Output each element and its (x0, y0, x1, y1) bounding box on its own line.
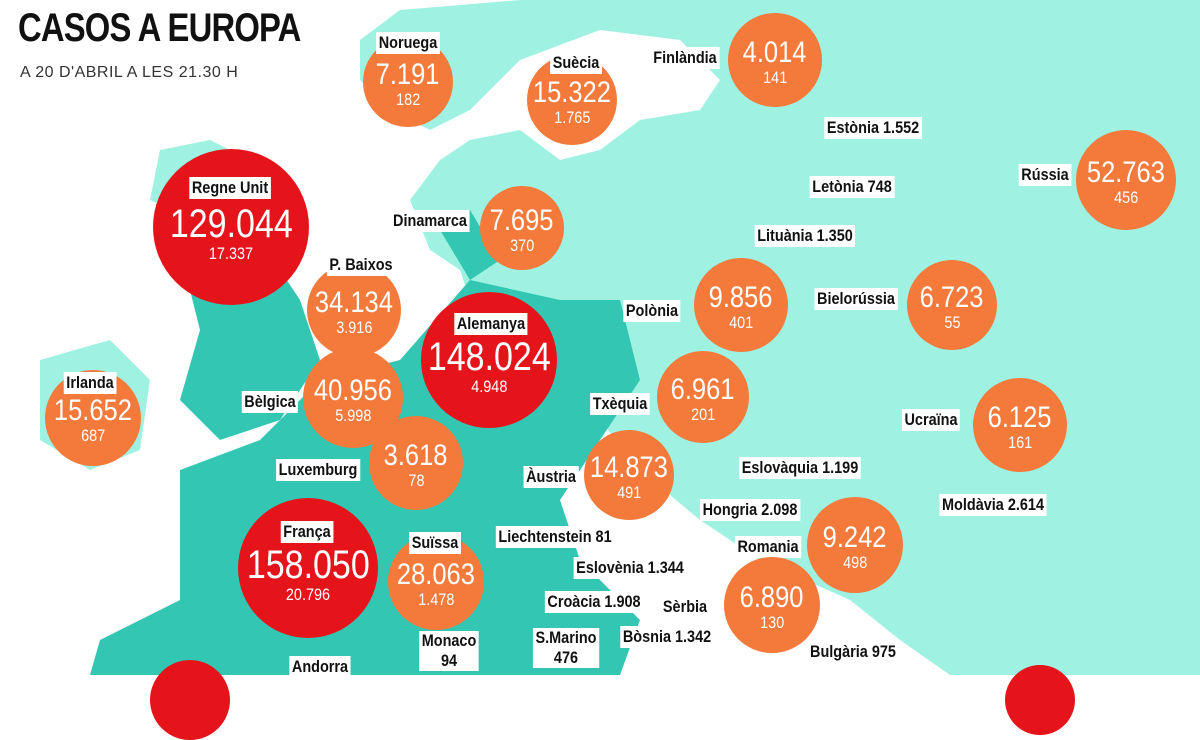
country-text-b-snia: Bòsnia 1.342 (620, 626, 714, 648)
country-text-cro-cia: Croàcia 1.908 (544, 591, 644, 613)
country-label-s-rbia: Sèrbia (660, 596, 710, 618)
circle-regne-unit: 129.044 17.337 (153, 149, 309, 305)
cases-value: 6.125 (988, 400, 1052, 434)
circle-fran-a: 158.050 20.796 (238, 498, 378, 638)
country-text-let-nia: Letònia 748 (809, 176, 895, 198)
country-label-alemanya: Alemanya (454, 313, 528, 335)
country-text-hongria: Hongria 2.098 (700, 499, 800, 521)
circle-su-cia: 15.322 1.765 (527, 55, 617, 145)
circle-r-ssia: 52.763 456 (1076, 130, 1176, 230)
cases-value: 15.652 (53, 393, 132, 427)
cases-value: 7.695 (490, 203, 554, 237)
circle-pol-nia: 9.856 401 (694, 258, 788, 352)
cases-value: 9.856 (709, 280, 773, 314)
country-label-romania: Romania (734, 536, 802, 558)
circle-s-rbia: 6.890 130 (724, 557, 820, 653)
cases-value: 52.763 (1086, 155, 1165, 189)
deaths-value: 78 (407, 470, 425, 490)
deaths-value: 17.337 (208, 243, 254, 263)
country-label-su-ssa: Suïssa (409, 532, 461, 554)
cases-value: 15.322 (533, 75, 612, 109)
deaths-value: 161 (1007, 432, 1033, 452)
circle-finl-ndia: 4.014 141 (728, 13, 822, 107)
country-text-monaco: Monaco 94 (419, 631, 479, 671)
country-label-regne-unit: Regne Unit (189, 177, 271, 199)
cases-value: 40.956 (313, 373, 392, 407)
deaths-value: 498 (842, 552, 868, 572)
circle-partial (1005, 665, 1075, 735)
country-text-eslov-nia: Eslovènia 1.344 (573, 557, 687, 579)
country-label-finl-ndia: Finlàndia (650, 47, 720, 69)
cases-value: 129.044 (169, 201, 293, 246)
circle-partial (150, 660, 230, 740)
circle-ucra-na: 6.125 161 (973, 378, 1067, 472)
deaths-value: 20.796 (285, 584, 331, 604)
cases-value: 28.063 (396, 557, 475, 591)
page-title: CASOS A EUROPA (18, 6, 301, 50)
country-text-s-marino: S.Marino 476 (532, 628, 600, 668)
deaths-value: 4.948 (470, 376, 508, 396)
deaths-value: 201 (690, 404, 716, 424)
deaths-value: 182 (395, 89, 421, 109)
circle-romania: 9.242 498 (807, 497, 903, 593)
country-label-su-cia: Suècia (550, 52, 602, 74)
cases-value: 4.014 (743, 35, 807, 69)
deaths-value: 5.998 (334, 405, 372, 425)
country-text-liechtenstein: Liechtenstein 81 (495, 526, 615, 548)
circle-luxemburg: 3.618 78 (369, 416, 463, 510)
page-subtitle: A 20 D'ABRIL A LES 21.30 H (20, 64, 239, 81)
deaths-value: 370 (509, 235, 535, 255)
deaths-value: 456 (1113, 187, 1139, 207)
country-text-andorra: Andorra (289, 656, 351, 678)
cases-value: 6.961 (671, 372, 735, 406)
deaths-value: 3.916 (335, 317, 373, 337)
cases-value: 34.134 (314, 285, 393, 319)
cases-value: 3.618 (384, 438, 448, 472)
cases-value: 7.191 (376, 57, 440, 91)
deaths-value: 1.478 (417, 589, 455, 609)
deaths-value: 491 (616, 482, 642, 502)
deaths-value: 687 (80, 425, 106, 445)
deaths-value: 141 (762, 67, 788, 87)
cases-value: 14.873 (590, 450, 669, 484)
cases-value: 158.050 (246, 542, 370, 587)
cases-value: 6.723 (920, 280, 984, 314)
cases-value: 6.890 (740, 580, 804, 614)
country-text-eslov-quia: Eslovàquia 1.199 (739, 457, 861, 479)
cases-value: 148.024 (427, 334, 551, 379)
circle--ustria: 14.873 491 (584, 430, 674, 520)
country-text-litu-nia: Lituània 1.350 (754, 225, 856, 247)
country-text-mold-via: Moldàvia 2.614 (939, 494, 1047, 516)
country-label-r-ssia: Rússia (1018, 164, 1072, 186)
deaths-value: 55 (943, 312, 961, 332)
circle-tx-quia: 6.961 201 (657, 351, 749, 443)
country-text-bulg-ria: Bulgària 975 (807, 641, 899, 663)
cases-value: 9.242 (823, 520, 887, 554)
circle-bielor-ssia: 6.723 55 (907, 260, 997, 350)
country-label-fran-a: França (280, 521, 334, 543)
deaths-value: 1.765 (553, 107, 591, 127)
country-label-dinamarca: Dinamarca (390, 210, 470, 232)
country-label-luxemburg: Luxemburg (276, 459, 360, 481)
country-label-irlanda: Irlanda (63, 372, 117, 394)
country-label-ucra-na: Ucraïna (901, 409, 961, 431)
country-label-noruega: Noruega (376, 32, 440, 54)
country-text-est-nia: Estònia 1.552 (824, 117, 922, 139)
country-label-tx-quia: Txèquia (590, 393, 650, 415)
country-label-b-lgica: Bèlgica (241, 391, 299, 413)
country-label-p-baixos: P. Baixos (326, 254, 396, 276)
deaths-value: 130 (759, 612, 785, 632)
country-label--ustria: Àustria (523, 466, 579, 488)
country-label-pol-nia: Polònia (623, 300, 681, 322)
circle-dinamarca: 7.695 370 (480, 186, 564, 270)
country-label-bielor-ssia: Bielorússia (814, 288, 898, 310)
circle-p-baixos: 34.134 3.916 (307, 263, 401, 357)
deaths-value: 401 (728, 312, 754, 332)
